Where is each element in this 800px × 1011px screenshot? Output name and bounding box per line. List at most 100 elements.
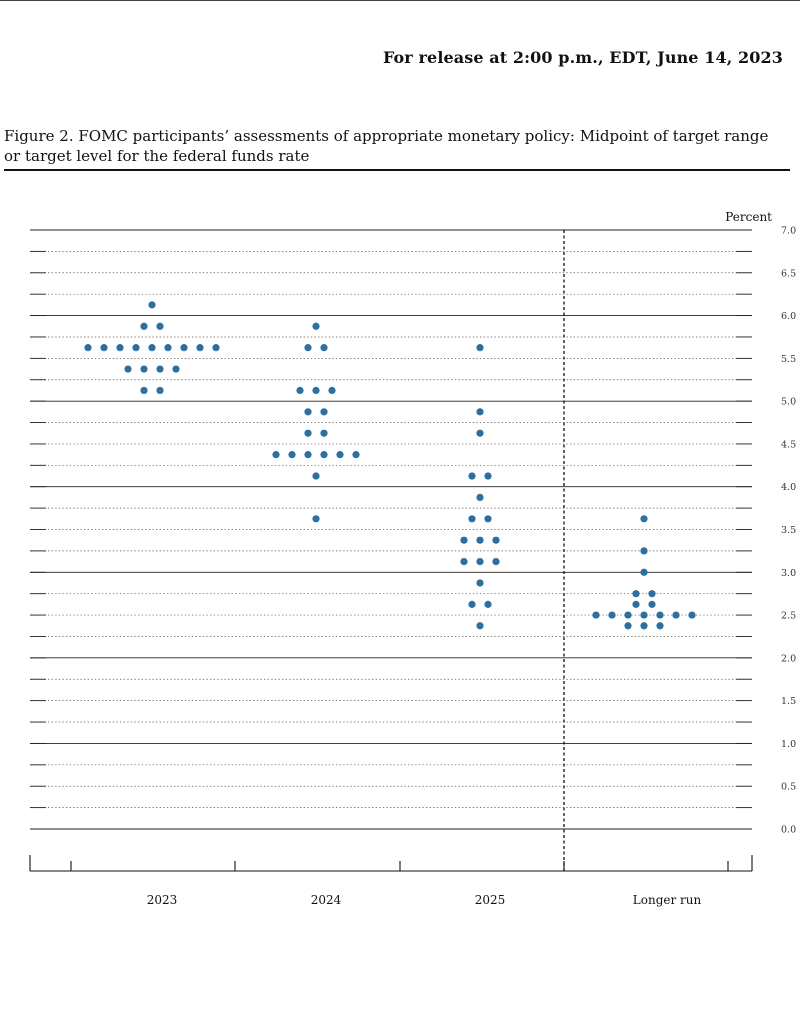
figure-caption: Figure 2. FOMC participants’ assessments… xyxy=(4,126,790,166)
dots-layer xyxy=(84,301,696,630)
participant-dot xyxy=(640,611,648,619)
y-tick-label: 1.5 xyxy=(781,696,796,707)
participant-dot xyxy=(672,611,680,619)
participant-dot xyxy=(484,472,492,480)
y-tick-label: 1.0 xyxy=(781,739,796,750)
y-tick-label: 0.5 xyxy=(781,782,796,793)
participant-dot xyxy=(328,386,336,395)
axis-layer: 0.0 0.5 1.0 1.5 2.0 2.5 3.0 3.5 4.0 4.5 5.0 5.5 6.0 6… xyxy=(29,226,796,907)
participant-dot xyxy=(124,365,132,373)
x-category-label: 2024 xyxy=(311,893,342,907)
participant-dot xyxy=(296,386,304,395)
participant-dot xyxy=(640,568,648,576)
participant-dot xyxy=(352,451,360,459)
participant-dot xyxy=(648,590,656,598)
y-tick-label: 0.0 xyxy=(781,825,796,836)
y-tick-label: 3.0 xyxy=(781,568,796,579)
participant-dot xyxy=(272,451,280,459)
participant-dot xyxy=(624,611,632,619)
grid-layer xyxy=(30,229,752,830)
participant-dot xyxy=(468,515,476,523)
participant-dot xyxy=(312,386,320,395)
x-category-label: 2025 xyxy=(475,893,506,907)
participant-dot xyxy=(476,536,484,544)
participant-dot xyxy=(212,344,220,352)
release-notice: For release at 2:00 p.m., EDT, June 14, … xyxy=(382,48,783,67)
participant-dot xyxy=(336,451,344,459)
participant-dot xyxy=(156,322,164,330)
page-top-rule xyxy=(0,0,800,1)
x-category-label: Longer run xyxy=(633,893,702,907)
participant-dot xyxy=(648,600,656,608)
participant-dot xyxy=(484,600,492,608)
y-axis-label: Percent xyxy=(725,210,772,224)
y-tick-label: 4.5 xyxy=(781,439,796,450)
participant-dot xyxy=(148,301,156,309)
participant-dot xyxy=(288,451,296,459)
x-category-label: 2023 xyxy=(147,893,178,907)
participant-dot xyxy=(312,472,320,480)
participant-dot xyxy=(304,451,312,459)
participant-dot xyxy=(180,344,188,352)
participant-dot xyxy=(156,365,164,373)
participant-dot xyxy=(624,622,632,630)
figure-caption-line-1: Figure 2. FOMC participants’ assessments… xyxy=(4,127,769,145)
participant-dot xyxy=(156,386,164,395)
participant-dot xyxy=(640,622,648,630)
participant-dot xyxy=(304,344,312,352)
y-tick-label: 4.0 xyxy=(781,482,796,493)
participant-dot xyxy=(460,536,468,544)
participant-dot xyxy=(460,557,468,566)
participant-dot xyxy=(656,611,664,619)
participant-dot xyxy=(476,557,484,566)
participant-dot xyxy=(172,365,180,373)
y-tick-label: 5.5 xyxy=(781,354,796,365)
y-tick-label: 3.5 xyxy=(781,525,796,536)
participant-dot xyxy=(320,408,328,416)
participant-dot xyxy=(164,344,172,352)
y-tick-label: 5.0 xyxy=(781,397,796,408)
participant-dot xyxy=(688,611,696,619)
participant-dot xyxy=(592,611,600,619)
y-tick-label: 6.5 xyxy=(781,268,796,279)
participant-dot xyxy=(140,365,148,373)
participant-dot xyxy=(476,622,484,630)
participant-dot xyxy=(148,344,156,352)
participant-dot xyxy=(304,408,312,416)
participant-dot xyxy=(476,408,484,416)
participant-dot xyxy=(312,515,320,523)
participant-dot xyxy=(476,429,484,437)
y-tick-label: 6.0 xyxy=(781,311,796,322)
figure-caption-line-2: or target level for the federal funds ra… xyxy=(4,147,310,165)
participant-dot xyxy=(140,386,148,395)
participant-dot xyxy=(132,344,140,352)
participant-dot xyxy=(640,547,648,555)
participant-dot xyxy=(312,322,320,330)
participant-dot xyxy=(492,536,500,544)
participant-dot xyxy=(492,557,500,566)
y-tick-label: 2.5 xyxy=(781,611,796,622)
participant-dot xyxy=(320,451,328,459)
y-tick-label: 2.0 xyxy=(781,653,796,664)
participant-dot xyxy=(100,344,108,352)
participant-dot xyxy=(640,515,648,523)
participant-dot xyxy=(476,344,484,352)
participant-dot xyxy=(304,429,312,437)
participant-dot xyxy=(656,622,664,630)
caption-rule xyxy=(4,169,790,171)
participant-dot xyxy=(320,429,328,437)
participant-dot xyxy=(484,515,492,523)
participant-dot xyxy=(140,322,148,330)
participant-dot xyxy=(632,590,640,598)
participant-dot xyxy=(468,472,476,480)
participant-dot xyxy=(116,344,124,352)
participant-dot xyxy=(320,344,328,352)
participant-dot xyxy=(608,611,616,619)
y-tick-label: 7.0 xyxy=(781,226,796,237)
participant-dot xyxy=(476,579,484,587)
participant-dot xyxy=(84,344,92,352)
participant-dot xyxy=(468,600,476,608)
participant-dot xyxy=(196,344,204,352)
participant-dot xyxy=(476,493,484,502)
participant-dot xyxy=(632,600,640,608)
